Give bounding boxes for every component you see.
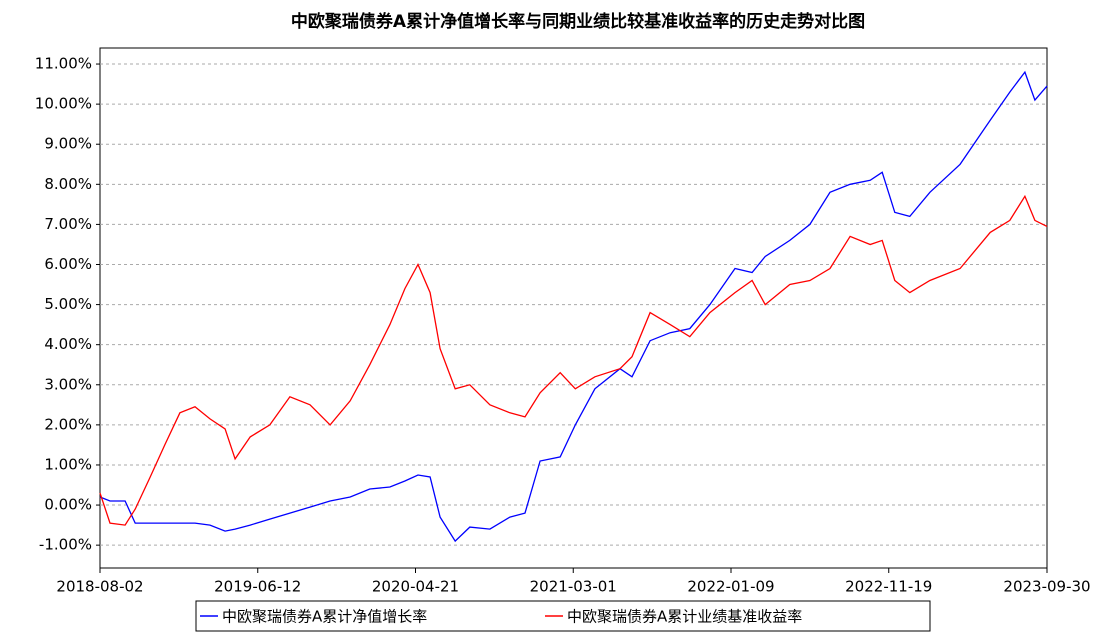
y-tick-label: 8.00% <box>44 175 92 193</box>
y-tick-label: 1.00% <box>44 455 92 473</box>
legend-label: 中欧聚瑞债券A累计净值增长率 <box>222 608 427 626</box>
plot-frame <box>99 47 1048 569</box>
y-tick-label: 2.00% <box>44 415 92 433</box>
y-tick-label: 0.00% <box>44 496 92 514</box>
x-tick-label: 2018-08-02 <box>56 578 143 596</box>
y-tick-label: 9.00% <box>44 135 92 153</box>
x-tick-label: 2019-06-12 <box>214 578 301 596</box>
y-tick-label: 5.00% <box>44 295 92 313</box>
x-tick-label: 2023-09-30 <box>1003 578 1090 596</box>
x-tick-label: 2020-04-21 <box>372 578 459 596</box>
x-tick-label: 2022-01-09 <box>687 578 774 596</box>
y-tick-label: 6.00% <box>44 255 92 273</box>
y-tick-label: 4.00% <box>44 335 92 353</box>
y-tick-label: 3.00% <box>44 375 92 393</box>
legend-label: 中欧聚瑞债券A累计业绩基准收益率 <box>567 608 802 626</box>
x-tick-label: 2021-03-01 <box>530 578 617 596</box>
x-tick-label: 2022-11-19 <box>845 578 932 596</box>
y-tick-label: 11.00% <box>35 55 92 73</box>
y-tick-label: -1.00% <box>39 536 92 554</box>
chart-title: 中欧聚瑞债券A累计净值增长率与同期业绩比较基准收益率的历史走势对比图 <box>291 11 865 32</box>
y-tick-label: 10.00% <box>35 95 92 113</box>
y-tick-label: 7.00% <box>44 215 92 233</box>
series-line <box>99 70 1048 543</box>
series-line <box>99 194 1048 526</box>
